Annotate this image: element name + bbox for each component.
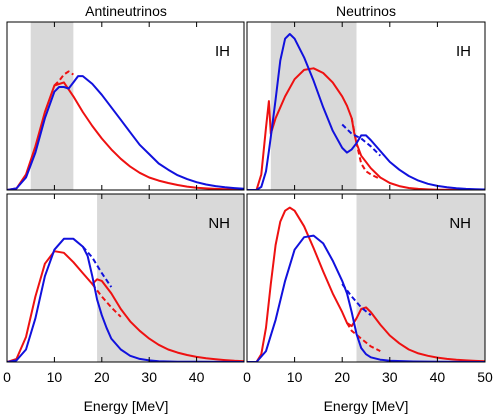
panel-3: 0 10 20 30 40 NH (3, 193, 245, 385)
red-solid-series-line (7, 81, 244, 190)
blue-solid-series-line (247, 33, 485, 190)
x-tick-label: 40 (430, 369, 446, 385)
x-axis-label-left: Energy [MeV] (84, 398, 169, 414)
blue-dashed-series-line (341, 283, 372, 316)
x-tick-label: 20 (94, 369, 110, 385)
shaded-band (356, 194, 485, 362)
blue-dashed-series-line (341, 123, 382, 157)
red-dashed-series-line (53, 70, 74, 87)
column-title-antineutrinos: Antineutrinos (85, 3, 167, 19)
x-tick-label: 20 (334, 369, 350, 385)
blue-dashed-series-line (82, 245, 113, 288)
panel-label: NH (449, 215, 471, 232)
panel-frame (6, 193, 245, 363)
red-dashed-series-line (91, 283, 122, 318)
red-solid-series-line (7, 250, 244, 362)
x-axis-label-right: Energy [MeV] (324, 398, 409, 414)
panel-1: IH (6, 21, 245, 191)
blue-solid-series-line (7, 75, 244, 190)
panel-2: IH (246, 21, 486, 191)
panel-label: NH (208, 215, 230, 232)
x-tick-label: 30 (382, 369, 398, 385)
red-dashed-series-line (350, 118, 381, 180)
blue-solid-series-line (7, 237, 244, 362)
red-solid-series-line (247, 206, 485, 362)
x-tick-label: 10 (287, 369, 303, 385)
panel-frame (246, 193, 486, 363)
column-title-neutrinos: Neutrinos (336, 3, 396, 19)
shaded-band (97, 194, 244, 362)
x-tick-label: 40 (189, 369, 205, 385)
panels: IH IH 0 10 20 30 40 NH 0 10 20 30 40 50 NH (3, 21, 493, 385)
x-tick-label: 0 (3, 369, 11, 385)
panel-frame (6, 21, 245, 191)
panel-4: 0 10 20 30 40 50 NH (243, 193, 493, 385)
shaded-band (270, 22, 357, 190)
panel-frame (246, 21, 486, 191)
x-tick-label: 10 (47, 369, 63, 385)
x-tick-label: 0 (243, 369, 251, 385)
x-tick-label: 50 (477, 369, 493, 385)
shaded-band (30, 22, 74, 190)
panel-label: IH (215, 43, 230, 60)
panel-label: IH (456, 43, 471, 60)
x-tick-label: 30 (141, 369, 157, 385)
